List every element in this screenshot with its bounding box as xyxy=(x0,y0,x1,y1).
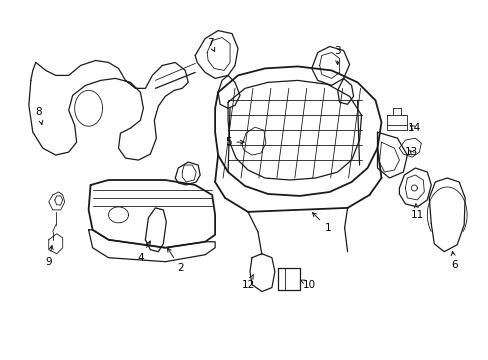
Text: 6: 6 xyxy=(450,252,457,270)
Text: 1: 1 xyxy=(312,213,330,233)
Text: 2: 2 xyxy=(167,248,183,273)
Text: 11: 11 xyxy=(410,204,423,220)
Text: 7: 7 xyxy=(206,37,214,51)
Text: 9: 9 xyxy=(45,246,53,267)
Text: 12: 12 xyxy=(241,274,254,289)
Text: 10: 10 xyxy=(300,280,316,289)
Text: 13: 13 xyxy=(404,147,417,157)
Text: 14: 14 xyxy=(407,123,420,133)
Text: 5: 5 xyxy=(224,137,244,147)
Text: 4: 4 xyxy=(137,241,150,263)
Text: 8: 8 xyxy=(36,107,42,125)
Text: 3: 3 xyxy=(334,45,340,64)
